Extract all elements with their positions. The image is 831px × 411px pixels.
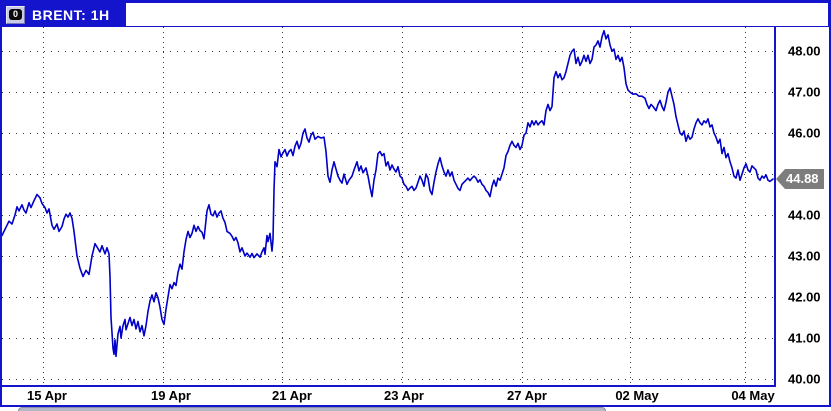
window-title: BRENT: 1H (32, 6, 110, 23)
y-tick-label: 41.00 (788, 330, 821, 346)
plot-area[interactable] (2, 27, 776, 387)
y-tick-label: 40.00 (788, 371, 821, 387)
window-menu-icon: 0 (9, 9, 22, 20)
current-price-tag: 44.88 (776, 168, 824, 189)
price-line (2, 29, 774, 358)
y-tick-label: 42.00 (788, 289, 821, 305)
x-tick-label: 21 Apr (272, 388, 312, 403)
x-tick-label: 23 Apr (384, 388, 424, 403)
title-bar[interactable]: 0 BRENT: 1H (2, 2, 125, 27)
y-tick-label: 43.00 (788, 248, 821, 264)
x-tick-label: 27 Apr (507, 388, 547, 403)
y-tick-label: 44.00 (788, 207, 821, 223)
window-menu-button[interactable]: 0 (6, 5, 25, 24)
background-window-titlebar[interactable] (18, 407, 606, 411)
time-axis: 15 Apr 19 Apr 21 Apr 23 Apr 27 Apr 02 May 04 M… (2, 387, 776, 405)
x-tick-label: 04 May (731, 388, 775, 403)
x-tick-label: 15 Apr (27, 388, 67, 403)
y-tick-label: 47.00 (788, 84, 821, 100)
title-row: 0 BRENT: 1H (2, 2, 829, 27)
price-tag-arrow-icon (776, 168, 785, 189)
x-tick-label: 02 May (615, 388, 659, 403)
current-price-value: 44.88 (785, 168, 824, 189)
title-bar-spacer (125, 2, 829, 27)
price-axis: 44.88 48.0047.0046.0045.0044.0043.0042.0… (776, 27, 829, 387)
y-tick-label: 48.00 (788, 43, 821, 59)
price-line-chart (2, 27, 774, 385)
x-tick-label: 19 Apr (151, 388, 191, 403)
background-window-strip (0, 407, 831, 411)
y-tick-label: 46.00 (788, 125, 821, 141)
